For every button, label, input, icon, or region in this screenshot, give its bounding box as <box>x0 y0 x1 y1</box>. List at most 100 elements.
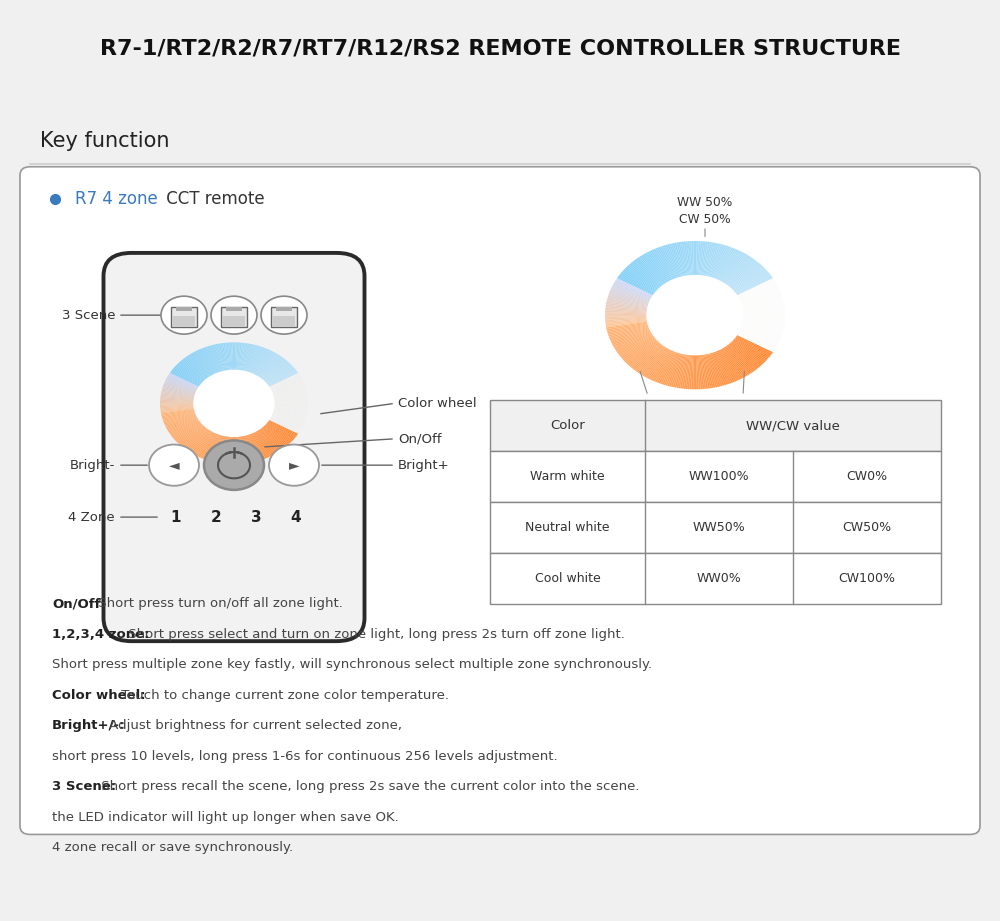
Wedge shape <box>225 436 230 464</box>
Wedge shape <box>166 379 197 391</box>
Wedge shape <box>171 370 200 386</box>
Wedge shape <box>268 420 298 435</box>
Wedge shape <box>201 433 217 459</box>
Wedge shape <box>253 350 271 375</box>
Wedge shape <box>271 381 303 391</box>
Wedge shape <box>626 341 659 364</box>
Wedge shape <box>258 354 279 377</box>
Wedge shape <box>674 354 685 388</box>
Text: On/Off:: On/Off: <box>52 597 106 610</box>
Wedge shape <box>222 436 228 463</box>
Wedge shape <box>699 355 704 389</box>
Text: ◄: ◄ <box>169 458 179 472</box>
Wedge shape <box>629 343 661 367</box>
Wedge shape <box>172 368 201 385</box>
Wedge shape <box>607 324 649 333</box>
Wedge shape <box>194 351 213 376</box>
Wedge shape <box>703 354 712 389</box>
Wedge shape <box>609 327 649 338</box>
Wedge shape <box>273 390 306 396</box>
Wedge shape <box>673 243 684 277</box>
Wedge shape <box>606 301 648 309</box>
Wedge shape <box>273 387 306 395</box>
Text: 3 Scene: 3 Scene <box>62 309 115 321</box>
Wedge shape <box>273 412 306 420</box>
Wedge shape <box>241 436 248 463</box>
Wedge shape <box>621 338 656 359</box>
Wedge shape <box>686 241 691 275</box>
Wedge shape <box>201 348 217 374</box>
Wedge shape <box>662 352 678 385</box>
Wedge shape <box>257 430 277 453</box>
Wedge shape <box>246 345 257 372</box>
Wedge shape <box>638 345 665 373</box>
Wedge shape <box>176 365 203 383</box>
Wedge shape <box>719 349 742 379</box>
Wedge shape <box>225 343 230 370</box>
Wedge shape <box>237 343 242 370</box>
Wedge shape <box>274 396 308 400</box>
Wedge shape <box>737 278 774 296</box>
Wedge shape <box>607 323 648 332</box>
Wedge shape <box>253 432 270 458</box>
Wedge shape <box>644 253 668 283</box>
Wedge shape <box>684 355 690 389</box>
Text: Warm white: Warm white <box>530 471 605 484</box>
Wedge shape <box>186 356 209 379</box>
Wedge shape <box>192 353 212 377</box>
Wedge shape <box>163 386 196 394</box>
Wedge shape <box>250 434 264 460</box>
Wedge shape <box>245 344 255 372</box>
Text: short press 10 levels, long press 1-6s for continuous 256 levels adjustment.: short press 10 levels, long press 1-6s f… <box>52 750 558 763</box>
Wedge shape <box>611 288 650 301</box>
Text: 1: 1 <box>171 509 181 525</box>
Wedge shape <box>710 245 725 278</box>
Wedge shape <box>722 347 746 377</box>
Wedge shape <box>207 434 220 460</box>
Wedge shape <box>612 285 651 300</box>
Wedge shape <box>255 431 274 456</box>
Wedge shape <box>188 355 210 378</box>
Wedge shape <box>274 406 308 410</box>
Text: 4 Zone: 4 Zone <box>68 510 115 524</box>
Text: Short press turn on/off all zone light.: Short press turn on/off all zone light. <box>94 597 343 610</box>
Wedge shape <box>734 273 770 293</box>
Wedge shape <box>183 427 207 449</box>
Wedge shape <box>274 397 308 401</box>
Wedge shape <box>274 407 307 413</box>
Wedge shape <box>246 345 258 372</box>
Wedge shape <box>210 435 222 461</box>
Wedge shape <box>228 437 231 464</box>
Wedge shape <box>177 364 204 382</box>
Wedge shape <box>273 408 307 414</box>
Wedge shape <box>674 242 685 276</box>
Wedge shape <box>266 422 295 439</box>
Text: On/Off: On/Off <box>398 432 442 445</box>
Wedge shape <box>743 316 785 319</box>
Wedge shape <box>161 392 195 398</box>
Wedge shape <box>729 262 759 287</box>
Wedge shape <box>736 335 772 355</box>
Wedge shape <box>165 381 197 391</box>
Text: Short press multiple zone key fastly, will synchronous select multiple zone sync: Short press multiple zone key fastly, wi… <box>52 658 652 671</box>
Wedge shape <box>720 348 743 379</box>
Wedge shape <box>181 426 206 447</box>
Wedge shape <box>605 319 647 323</box>
Wedge shape <box>274 407 308 411</box>
Wedge shape <box>708 244 721 277</box>
Wedge shape <box>167 417 198 430</box>
Wedge shape <box>274 405 308 408</box>
Wedge shape <box>739 286 779 300</box>
Wedge shape <box>742 321 784 329</box>
Wedge shape <box>204 347 218 373</box>
Wedge shape <box>160 404 194 406</box>
Wedge shape <box>715 351 735 382</box>
Wedge shape <box>614 332 652 349</box>
Wedge shape <box>168 419 199 433</box>
Wedge shape <box>667 244 681 277</box>
Wedge shape <box>180 426 205 446</box>
FancyBboxPatch shape <box>490 502 941 554</box>
Wedge shape <box>160 401 194 402</box>
Circle shape <box>261 297 307 334</box>
Wedge shape <box>742 321 784 326</box>
